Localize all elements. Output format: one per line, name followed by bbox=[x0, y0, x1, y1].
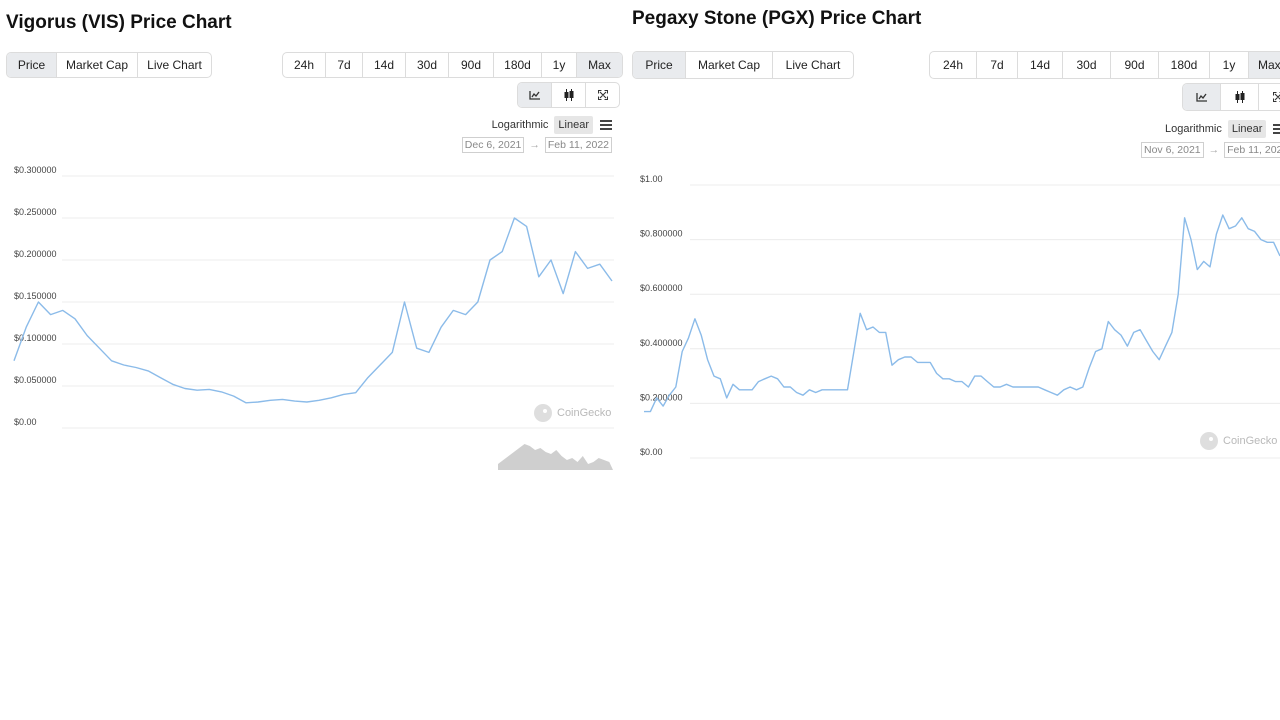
arrow-right-icon: → bbox=[529, 139, 540, 151]
coingecko-logo-icon bbox=[1200, 432, 1218, 450]
coingecko-watermark: CoinGecko bbox=[534, 404, 611, 422]
y-tick-label: $0.00 bbox=[14, 417, 37, 427]
chart-type-tabs: Price Market Cap Live Chart bbox=[6, 52, 212, 78]
y-tick-label: $0.00 bbox=[640, 447, 663, 457]
y-tick-label: $0.600000 bbox=[640, 283, 683, 293]
date-to-input[interactable]: Feb 11, 2022 bbox=[1224, 142, 1280, 158]
watermark-text: CoinGecko bbox=[1223, 435, 1278, 447]
candlestick-icon[interactable] bbox=[1221, 84, 1259, 110]
range-14d[interactable]: 14d bbox=[363, 53, 406, 77]
range-7d[interactable]: 7d bbox=[977, 52, 1018, 78]
date-range: Dec 6, 2021 → Feb 11, 2022 bbox=[461, 137, 612, 153]
range-7d[interactable]: 7d bbox=[326, 53, 363, 77]
y-tick-label: $0.800000 bbox=[640, 229, 683, 239]
pgx-price-chart[interactable]: $1.00 $0.800000 $0.600000 $0.400000 $0.20000… bbox=[628, 165, 1280, 465]
chart-style-buttons bbox=[517, 82, 620, 108]
range-180d[interactable]: 180d bbox=[494, 53, 542, 77]
range-tabs: 24h 7d 14d 30d 90d 180d 1y Max bbox=[282, 52, 623, 78]
scale-toggle: Logarithmic Linear bbox=[492, 116, 612, 134]
y-tick-label: $0.150000 bbox=[14, 291, 57, 301]
tab-price[interactable]: Price bbox=[7, 53, 57, 77]
chart-style-buttons bbox=[1182, 83, 1280, 111]
range-24h[interactable]: 24h bbox=[930, 52, 977, 78]
y-tick-label: $0.050000 bbox=[14, 375, 57, 385]
tab-price[interactable]: Price bbox=[633, 52, 686, 78]
page-title: Pegaxy Stone (PGX) Price Chart bbox=[632, 8, 922, 29]
logarithmic-button[interactable]: Logarithmic bbox=[1165, 123, 1222, 135]
range-90d[interactable]: 90d bbox=[449, 53, 494, 77]
vis-chart-panel: Vigorus (VIS) Price Chart Price Market C… bbox=[0, 0, 628, 720]
chart-type-tabs: Price Market Cap Live Chart bbox=[632, 51, 854, 79]
tab-live-chart[interactable]: Live Chart bbox=[147, 58, 202, 72]
range-180d[interactable]: 180d bbox=[1159, 52, 1210, 78]
y-tick-label: $0.250000 bbox=[14, 207, 57, 217]
arrow-right-icon: → bbox=[1208, 144, 1220, 156]
range-14d[interactable]: 14d bbox=[1018, 52, 1063, 78]
menu-icon[interactable] bbox=[1273, 124, 1280, 134]
linear-button[interactable]: Linear bbox=[554, 116, 593, 134]
logarithmic-button[interactable]: Logarithmic bbox=[491, 119, 549, 131]
date-to-input[interactable]: Feb 11, 2022 bbox=[544, 137, 612, 153]
range-1y[interactable]: 1y bbox=[1210, 52, 1249, 78]
menu-icon[interactable] bbox=[600, 120, 612, 130]
page-title: Vigorus (VIS) Price Chart bbox=[6, 12, 232, 33]
tab-live-chart[interactable]: Live Chart bbox=[785, 58, 841, 72]
coingecko-logo-icon bbox=[534, 404, 552, 422]
y-tick-label: $0.200000 bbox=[14, 249, 57, 259]
y-tick-label: $1.00 bbox=[640, 174, 663, 184]
range-30d[interactable]: 30d bbox=[406, 53, 449, 77]
range-tabs: 24h 7d 14d 30d 90d 180d 1y Max bbox=[929, 51, 1280, 79]
volume-navigator[interactable] bbox=[498, 444, 613, 470]
price-series-line bbox=[644, 214, 1280, 413]
range-90d[interactable]: 90d bbox=[1111, 52, 1159, 78]
range-24h[interactable]: 24h bbox=[283, 53, 326, 77]
range-max[interactable]: Max bbox=[1249, 52, 1280, 78]
tab-market-cap[interactable]: Market Cap bbox=[57, 53, 138, 77]
fullscreen-icon[interactable] bbox=[586, 83, 619, 107]
scale-toggle: Logarithmic Linear bbox=[1165, 120, 1280, 138]
line-chart-icon[interactable] bbox=[1183, 84, 1221, 110]
vis-price-chart[interactable]: $0.300000 $0.250000 $0.200000 $0.150000 $0.1… bbox=[0, 160, 628, 480]
date-from-input[interactable]: Dec 6, 2021 bbox=[461, 137, 525, 153]
range-max[interactable]: Max bbox=[577, 53, 622, 77]
line-chart-icon[interactable] bbox=[518, 83, 552, 107]
price-series-line bbox=[13, 217, 613, 404]
y-tick-label: $0.100000 bbox=[14, 333, 57, 343]
date-range: Nov 6, 2021 → Feb 11, 2022 bbox=[1141, 142, 1280, 158]
y-tick-label: $0.200000 bbox=[640, 392, 683, 402]
coingecko-watermark: CoinGecko bbox=[1200, 432, 1277, 450]
fullscreen-icon[interactable] bbox=[1259, 84, 1280, 110]
y-tick-label: $0.300000 bbox=[14, 165, 57, 175]
candlestick-icon[interactable] bbox=[552, 83, 586, 107]
watermark-text: CoinGecko bbox=[557, 407, 612, 419]
tab-market-cap[interactable]: Market Cap bbox=[686, 52, 773, 78]
range-1y[interactable]: 1y bbox=[542, 53, 577, 77]
date-from-input[interactable]: Nov 6, 2021 bbox=[1141, 142, 1204, 158]
linear-button[interactable]: Linear bbox=[1227, 120, 1267, 138]
pgx-chart-panel: Pegaxy Stone (PGX) Price Chart Price Mar… bbox=[628, 0, 1280, 720]
y-tick-label: $0.400000 bbox=[640, 338, 683, 348]
range-30d[interactable]: 30d bbox=[1063, 52, 1111, 78]
